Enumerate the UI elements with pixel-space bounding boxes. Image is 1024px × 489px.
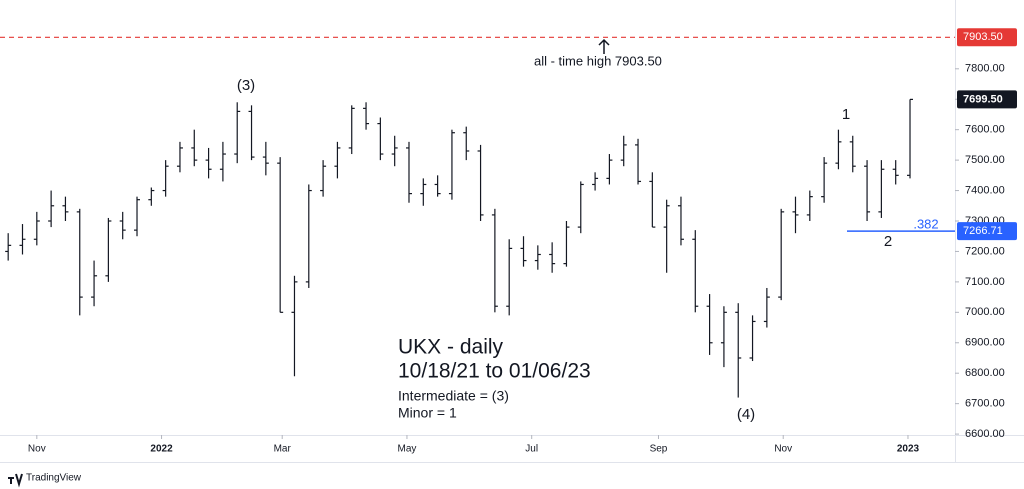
title-line: 10/18/21 to 01/06/23	[398, 360, 591, 383]
y-tick-label: 6900.00	[965, 337, 1005, 349]
x-tick-label: Nov	[28, 444, 46, 455]
price-label: 7266.71	[963, 225, 1003, 237]
annotation: all - time high 7903.50	[534, 53, 662, 68]
last-price-label: 7699.50	[963, 93, 1003, 105]
x-tick-label: Jul	[525, 444, 538, 455]
brand: TradingView	[26, 473, 82, 484]
annotation: (3)	[237, 77, 255, 94]
title-line: UKX - daily	[398, 336, 504, 359]
x-tick-label: May	[397, 444, 416, 455]
y-tick-label: 7200.00	[965, 245, 1005, 257]
price-label-box	[957, 28, 1017, 47]
y-tick-label: 6800.00	[965, 367, 1005, 379]
annotation: 1	[842, 106, 850, 123]
note: Minor = 1	[398, 405, 457, 421]
price-label-box	[957, 222, 1017, 241]
y-tick-label: 7600.00	[965, 124, 1005, 136]
y-tick-label: 7000.00	[965, 306, 1005, 318]
y-tick-label: 6700.00	[965, 398, 1005, 410]
y-tick-label: 6600.00	[965, 428, 1005, 440]
annotation: .382	[913, 216, 938, 231]
last-price-box	[957, 90, 1017, 109]
y-tick-label: 7100.00	[965, 276, 1005, 288]
price-label: 7903.50	[963, 31, 1003, 43]
logo	[8, 473, 23, 488]
x-tick-label: Nov	[774, 444, 792, 455]
y-tick-label: 7400.00	[965, 184, 1005, 196]
y-tick-label: 7500.00	[965, 154, 1005, 166]
annotation: 2	[884, 233, 892, 250]
annotation: (4)	[737, 406, 755, 423]
x-tick-label: 2023	[897, 444, 920, 455]
x-tick-label: Sep	[650, 444, 668, 455]
x-tick-label: 2022	[150, 444, 173, 455]
note: Intermediate = (3)	[398, 388, 509, 404]
arrow	[598, 38, 610, 54]
x-tick-label: Mar	[274, 444, 292, 455]
y-tick-label: 7800.00	[965, 63, 1005, 75]
